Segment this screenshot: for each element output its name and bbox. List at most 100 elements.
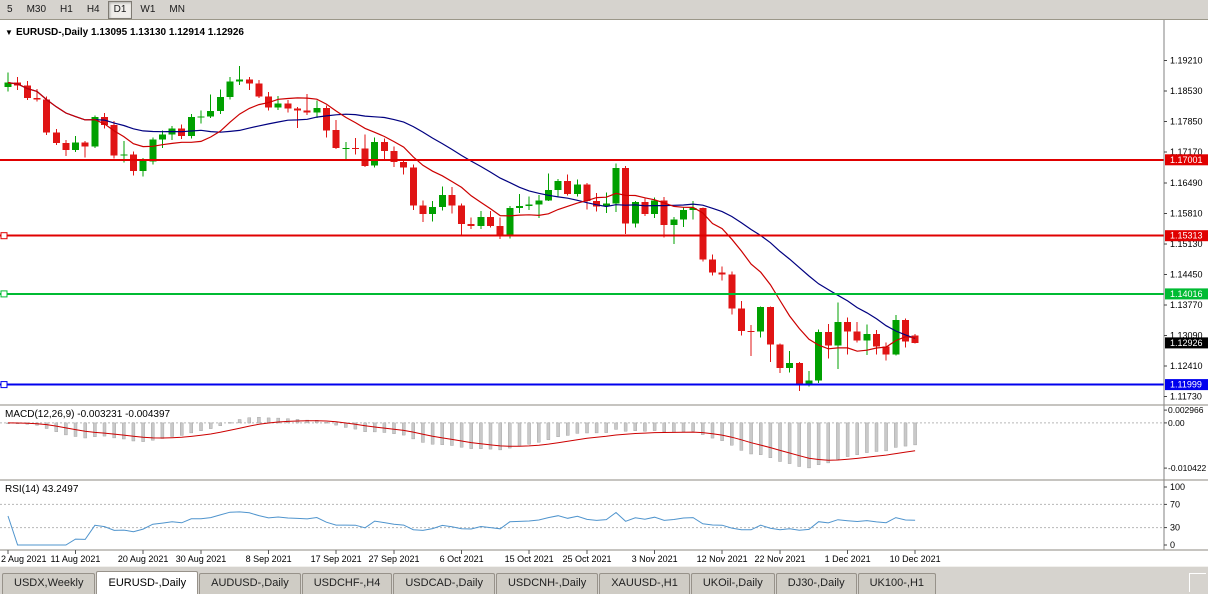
candle-up <box>680 210 687 220</box>
resize-grip[interactable] <box>1189 573 1206 592</box>
timeframe-button-m30[interactable]: M30 <box>20 0 53 19</box>
chart-tab-dj30-daily[interactable]: DJ30-,Daily <box>775 573 857 594</box>
level-handle[interactable] <box>0 381 8 389</box>
candle-down <box>458 205 466 225</box>
macd-signal-line <box>7 420 916 461</box>
candle-down <box>583 184 591 202</box>
timeframe-button-5[interactable]: 5 <box>1 0 19 19</box>
candle-up <box>631 202 639 224</box>
candle-down <box>844 322 852 332</box>
chart-window[interactable]: 1.19210 1.18530 1.17850 1.17170 1.16490 1.158… <box>0 20 1208 566</box>
moving-average-10 <box>7 82 916 352</box>
macd-histogram-bar <box>508 422 512 449</box>
macd-histogram-bar <box>421 422 425 443</box>
candle-down <box>467 224 475 226</box>
macd-histogram-bar <box>701 422 705 435</box>
candle-up <box>786 363 794 368</box>
rsi-axis-label: 100 <box>1170 482 1185 492</box>
candle-down <box>62 142 70 150</box>
price-badge-label: 1.14016 <box>1170 289 1203 299</box>
macd-histogram-bar <box>710 422 715 439</box>
macd-histogram-bar <box>430 422 435 445</box>
candle-down <box>380 141 388 151</box>
candle-up <box>477 216 485 226</box>
timeframe-button-h4[interactable]: H4 <box>80 0 106 19</box>
price-axis-label: 1.11730 <box>1170 392 1202 402</box>
chart-tab-usdx-weekly[interactable]: USDX,Weekly <box>2 573 96 594</box>
candle-up <box>429 207 437 214</box>
candle-down <box>400 162 408 168</box>
level-handle[interactable] <box>0 232 8 240</box>
date-axis-label: 22 Nov 2021 <box>754 554 805 564</box>
candle-down <box>448 194 456 206</box>
chart-tab-uk100-h1[interactable]: UK100-,H1 <box>857 573 937 594</box>
candle-down <box>873 333 880 347</box>
price-axis-label: 1.12410 <box>1170 361 1203 371</box>
candle-down <box>911 335 919 343</box>
candle-up <box>72 142 79 150</box>
chart-tab-usdcnh-daily[interactable]: USDCNH-,Daily <box>495 573 599 594</box>
chart-tab-usdcad-daily[interactable]: USDCAD-,Daily <box>393 573 495 594</box>
price-badge-label: 1.11999 <box>1170 380 1202 390</box>
chart-menu-icon[interactable]: ▼ <box>5 28 13 37</box>
price-badge-label: 1.12926 <box>1170 338 1203 348</box>
price-axis-label: 1.16490 <box>1170 178 1203 188</box>
timeframe-button-w1[interactable]: W1 <box>134 0 162 19</box>
candle-up <box>535 200 543 205</box>
timeframe-button-h1[interactable]: H1 <box>54 0 79 19</box>
macd-histogram-bar <box>450 422 454 446</box>
chart-tab-audusd-daily[interactable]: AUDUSD-,Daily <box>199 573 301 594</box>
candle-up <box>516 206 523 208</box>
candle-up <box>216 97 224 111</box>
macd-histogram-bar <box>566 422 570 436</box>
macd-histogram-bar <box>459 422 464 448</box>
timeframe-button-mn[interactable]: MN <box>163 0 191 19</box>
candle-down <box>33 97 41 100</box>
chart-tab-eurusd-daily[interactable]: EURUSD-,Daily <box>96 571 199 594</box>
timeframe-button-d1[interactable]: D1 <box>107 0 133 19</box>
macd-histogram-bar <box>662 422 666 432</box>
candle-up <box>834 322 842 346</box>
macd-histogram-bar <box>392 422 396 434</box>
rsi-title: RSI(14) 43.2497 <box>5 484 79 495</box>
price-axis-label: 1.17850 <box>1170 117 1203 127</box>
macd-histogram-bar <box>440 422 444 445</box>
level-handle[interactable] <box>0 290 8 298</box>
macd-histogram-bar <box>488 422 493 450</box>
price-badge <box>1165 230 1208 242</box>
macd-histogram-bar <box>749 422 753 455</box>
macd-histogram-bar <box>836 422 840 460</box>
candle-down <box>709 259 716 273</box>
macd-histogram-bar <box>93 422 97 437</box>
date-axis-label: 20 Aug 2021 <box>118 554 169 564</box>
candle-down <box>902 319 909 342</box>
date-axis-label: 2 Aug 2021 <box>1 554 47 564</box>
chart-tab-usdchf-h4[interactable]: USDCHF-,H4 <box>301 573 393 594</box>
candle-down <box>660 200 668 225</box>
candle-down <box>43 99 51 133</box>
candle-up <box>863 333 871 341</box>
macd-histogram-bar <box>874 422 879 452</box>
candle-down <box>496 225 504 237</box>
macd-histogram-bar <box>672 422 676 433</box>
macd-histogram-bar <box>237 419 242 424</box>
candle-down <box>23 85 31 98</box>
macd-histogram-bar <box>807 422 811 469</box>
candle-down <box>882 346 890 355</box>
candle-up <box>313 107 321 113</box>
candle-up <box>506 208 514 237</box>
macd-histogram-bar <box>730 422 734 446</box>
candle-up <box>689 208 697 211</box>
macd-histogram-bar <box>218 422 223 426</box>
macd-histogram-bar <box>594 422 599 434</box>
date-axis-label: 11 Aug 2021 <box>51 554 101 564</box>
macd-histogram-bar <box>903 422 908 447</box>
price-axis-label: 1.13770 <box>1170 300 1203 310</box>
candle-down <box>564 181 572 194</box>
candle-down <box>284 103 292 109</box>
chart-tab-ukoil-daily[interactable]: UKOil-,Daily <box>690 573 775 594</box>
candle-down <box>351 148 359 150</box>
macd-histogram-bar <box>826 422 830 464</box>
chart-tab-xauusd-h1[interactable]: XAUUSD-,H1 <box>599 573 690 594</box>
macd-histogram-bar <box>208 422 213 429</box>
